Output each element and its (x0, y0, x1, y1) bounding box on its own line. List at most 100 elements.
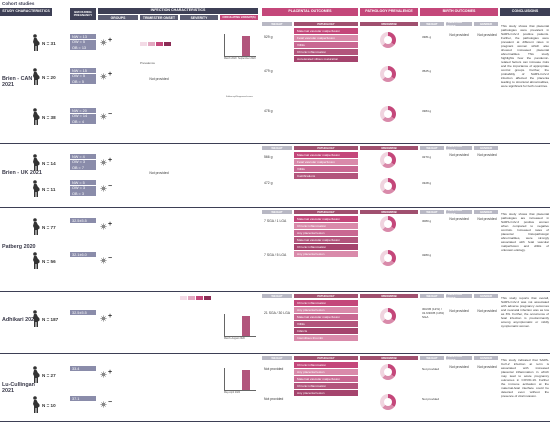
birth-gender-np: Not provided (477, 33, 497, 37)
virus-icon (100, 113, 107, 120)
subhead-pathology: PATHOLOGY (294, 294, 358, 298)
virus-icon (100, 371, 107, 378)
donut-hole (384, 182, 392, 190)
pathology-item: Maternal vascular malperfusion (294, 28, 358, 34)
group-n: N = 10 (42, 403, 56, 408)
subhead-weight: WEIGHT (262, 146, 292, 150)
birth-weight: 3381 g (422, 35, 432, 39)
bmi-value: NW = 4 (70, 154, 96, 159)
bmi-value: 32.1±6.0 (70, 252, 96, 257)
header-circulating: CIRCULATING VARIANT(S) (220, 15, 258, 20)
subhead-trimester: TRIMESTER ONSET (446, 208, 472, 216)
pregnant-person-icon (33, 218, 40, 235)
subhead-pathology: PATHOLOGY (294, 146, 358, 150)
infection-sign: + (108, 37, 113, 44)
chart-tick-label: May-April 2020 (224, 391, 241, 394)
subhead-gender: GENDER (474, 356, 498, 360)
birth-weight: 3525 g (422, 69, 432, 73)
chart-axis-y (224, 368, 225, 390)
study-separator (0, 143, 550, 144)
birth-weight: Not provided (422, 397, 440, 401)
bmi-value: OW = 5 (70, 39, 96, 45)
header-prevalence: PATHOLOGY PREVALENCE (360, 8, 418, 16)
pathology-item: Chronic inflammation (294, 362, 358, 368)
birth-weight: Not provided (422, 367, 440, 371)
bmi-value: OB = 7 (70, 165, 96, 171)
donut-hole (384, 110, 392, 118)
pathology-item: Calcifications (294, 173, 358, 179)
chart-bar (242, 316, 250, 336)
subhead-trimester: TRIMESTER ONSET (446, 292, 472, 300)
bmi-value: 32.5±5.5 (70, 218, 96, 223)
subhead-ratio: NW/OW/OB (360, 356, 418, 360)
donut-hole (384, 156, 392, 164)
pregnant-person-icon (33, 180, 40, 197)
placental-weight: 479 g (264, 69, 273, 73)
pathology-item: Chronic inflammation (294, 223, 358, 229)
group-n: N = 56 (42, 259, 56, 264)
chart-tick-label: March 2020 (224, 57, 237, 60)
study-name: Patberg 2020 (2, 244, 36, 250)
pathology-item: Maternal vascular malperfusion (294, 237, 358, 243)
group-n: N = 27 (42, 373, 56, 378)
virus-icon (100, 159, 107, 166)
subhead-weight2: WEIGHT (420, 294, 444, 298)
study-name: Lu-Cullingan 2021 (2, 382, 35, 395)
trimester-not-provided: Not provided (149, 77, 169, 81)
header-groups: GROUPS (98, 15, 138, 20)
infection-sign: + (108, 221, 113, 228)
birth-trimester-np: Not provided (449, 153, 469, 157)
birth-trimester-np: Not provided (449, 217, 469, 221)
bmi-value: 32.5±5.5 (70, 310, 96, 315)
conclusion-text: This study shows that placental patholog… (501, 24, 549, 89)
subhead-trimester: TRIMESTER ONSET (446, 354, 472, 362)
donut-hole (384, 36, 392, 44)
infection-sign: + (108, 157, 113, 164)
chart-axis-y (224, 34, 225, 56)
subhead-ratio: NW/OW/OB (360, 210, 418, 214)
chart-axis-x (224, 336, 256, 337)
virus-icon (100, 223, 107, 230)
bmi-value: OB = 4 (70, 119, 96, 125)
pathology-item: Villitis (294, 321, 358, 327)
bmi-value: OW = 3 (70, 159, 96, 165)
severity-scale-cell (180, 296, 187, 300)
pathology-item: Chronic inflammation (294, 383, 358, 389)
group-n: N = 14 (42, 161, 56, 166)
severity-scale-cell (188, 296, 195, 300)
subhead-weight2: WEIGHT (420, 22, 444, 26)
infection-sign: + (108, 313, 113, 320)
conclusion-text: This study reports that overall, SARS-Co… (501, 296, 549, 329)
pathology-item: Intervillous thrombi (294, 335, 358, 341)
study-separator (0, 353, 550, 354)
subhead-weight: WEIGHT (262, 356, 292, 360)
subhead-weight: WEIGHT (262, 210, 292, 214)
bmi-value: NW = 15 (70, 68, 96, 73)
pathology-item: Maternal vascular malperfusion (294, 216, 358, 222)
pathology-item: Any placental lesion (294, 230, 358, 236)
pathology-item: Chronic inflammation (294, 244, 358, 250)
subhead-pathology: PATHOLOGY (294, 356, 358, 360)
severity-scale-cell (148, 42, 155, 46)
group-n: N = 11 (42, 187, 56, 192)
pregnant-person-icon (33, 396, 40, 413)
header-infection: INFECTION CHARACTERISTICS (98, 8, 258, 14)
bmi-value: OW = 5 (70, 73, 96, 79)
subhead-gender: GENDER (474, 294, 498, 298)
header-conclusions: CONCLUSIONS (500, 8, 550, 16)
donut-hole (384, 254, 392, 262)
subhead-weight: WEIGHT (262, 22, 292, 26)
header-birth: BIRTH OUTCOMES (420, 8, 498, 16)
pathology-item: Accelerated villous maturation (294, 56, 358, 62)
subhead-weight2: WEIGHT (420, 210, 444, 214)
severity-scale-cell (156, 42, 163, 46)
placental-weight: Not provided (264, 397, 284, 401)
group-n: N = 77 (42, 225, 56, 230)
subhead-gender: GENDER (474, 210, 498, 214)
placental-weight: 7 SGA / 5 LGA (264, 253, 287, 257)
pathology-item: Maternal vascular malperfusion (294, 376, 358, 382)
donut-hole (384, 398, 392, 406)
subhead-weight: WEIGHT (262, 294, 292, 298)
placental-weight: 529 g (264, 35, 273, 39)
pathology-item: Any placental lesion (294, 369, 358, 375)
